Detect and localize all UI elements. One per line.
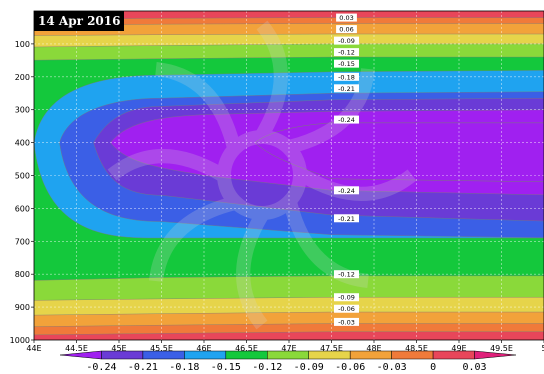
contour-label-bg bbox=[334, 293, 359, 302]
colorbar-swatch bbox=[101, 350, 144, 360]
contour-label-bg bbox=[336, 25, 357, 34]
x-tick-label: 47E bbox=[281, 344, 296, 353]
colorbar-swatch bbox=[142, 350, 185, 360]
contour-label-bg bbox=[334, 214, 359, 223]
x-axis: 44E 44.5E 45E 45.5E 46E 46.5E 47E 47.5E 48E 48.5E… bbox=[26, 340, 544, 353]
contour-label-bg bbox=[334, 72, 359, 81]
watermark-ring bbox=[217, 130, 307, 220]
contour-label-bg bbox=[334, 115, 359, 124]
date-box: 14 Apr 2016 bbox=[34, 11, 124, 31]
colorbar-swatch bbox=[184, 350, 227, 360]
x-tick-label: 46.5E bbox=[235, 344, 258, 353]
watermark-petal bbox=[148, 196, 236, 283]
y-tick-label: 300 bbox=[15, 106, 30, 115]
colorbar-swatch bbox=[474, 350, 517, 360]
contour-line-inner bbox=[254, 122, 544, 183]
watermark-petal bbox=[298, 168, 417, 201]
x-tick-label: 44.5E bbox=[65, 344, 88, 353]
contour-band--0.24 bbox=[110, 109, 544, 196]
colorbar-tick-label: -0.18 bbox=[169, 362, 199, 373]
x-tick-label: 48.5E bbox=[405, 344, 428, 353]
date-label: 14 Apr 2016 bbox=[38, 14, 120, 28]
contour-label: -0.24 bbox=[338, 116, 355, 124]
colorbar-tick-label: -0.15 bbox=[211, 362, 241, 373]
contour-label: -0.03 bbox=[338, 318, 355, 326]
plot-area: 0.03 0.06 -0.09 -0.12 -0.15 -0.18 -0.21 -0.24 -0… bbox=[34, 11, 544, 340]
colorbar-tick-label: -0.21 bbox=[128, 362, 158, 373]
y-tick-label: 700 bbox=[15, 237, 30, 246]
x-tick-label: 49E bbox=[451, 344, 466, 353]
contour-label: -0.12 bbox=[338, 49, 355, 57]
contour-label: -0.21 bbox=[338, 215, 355, 223]
y-tick-label: 900 bbox=[15, 303, 30, 312]
colorbar-tick-label: -0.24 bbox=[86, 362, 116, 373]
x-tick-label: 5 bbox=[541, 344, 544, 353]
y-tick-label: 600 bbox=[15, 204, 30, 213]
contour-label: -0.12 bbox=[338, 271, 355, 279]
x-tick-label: 46E bbox=[196, 344, 211, 353]
y-axis: 100 200 300 400 500 600 700 800 900 1000 bbox=[10, 40, 34, 345]
contour-label: -0.15 bbox=[338, 60, 355, 68]
watermark bbox=[107, 20, 417, 330]
contour-label-bg bbox=[334, 317, 359, 326]
colorbar-swatch bbox=[267, 350, 309, 360]
watermark-petal bbox=[255, 20, 288, 139]
x-tick-label: 49.5E bbox=[490, 344, 513, 353]
contour-label: -0.09 bbox=[338, 37, 355, 45]
y-tick-label: 1000 bbox=[10, 336, 30, 345]
contour-label-bg bbox=[336, 13, 357, 22]
colorbar-swatch bbox=[391, 350, 434, 360]
y-tick-label: 400 bbox=[15, 139, 30, 148]
colorbar: -0.24 -0.21 -0.18 -0.15 -0.12 -0.09 -0.06 -0.03… bbox=[59, 350, 517, 373]
watermark-petal bbox=[154, 61, 241, 149]
colorbar-tick-label: 0.03 bbox=[462, 362, 486, 373]
colorbar-tick-label: -0.12 bbox=[252, 362, 282, 373]
watermark-petal bbox=[107, 149, 226, 182]
colorbar-tick-label: -0.09 bbox=[294, 362, 324, 373]
colorbar-tick-label: 0 bbox=[430, 362, 436, 373]
contour-label: -0.09 bbox=[338, 294, 355, 302]
y-tick-label: 100 bbox=[15, 40, 30, 49]
watermark-petal bbox=[236, 211, 269, 330]
contour-label-bg bbox=[334, 270, 359, 279]
contour-label-bg bbox=[334, 36, 359, 45]
contour-label-bg bbox=[334, 59, 359, 68]
contour-label: -0.06 bbox=[338, 305, 355, 313]
contour-label: 0.03 bbox=[339, 14, 353, 22]
colorbar-swatch bbox=[308, 350, 351, 360]
y-tick-label: 500 bbox=[15, 172, 30, 181]
colorbar-tick-label: -0.03 bbox=[377, 362, 407, 373]
contour-label: -0.24 bbox=[338, 187, 355, 195]
x-tick-label: 47.5E bbox=[320, 344, 343, 353]
x-tick-label: 48E bbox=[366, 344, 381, 353]
contour-label-bg bbox=[334, 48, 359, 57]
y-tick-label: 200 bbox=[15, 73, 30, 82]
colorbar-tick-label: -0.06 bbox=[335, 362, 365, 373]
x-tick-label: 44E bbox=[26, 344, 41, 353]
contour-label: 0.06 bbox=[339, 26, 353, 34]
colorbar-swatch bbox=[349, 350, 392, 360]
y-tick-label: 800 bbox=[15, 270, 30, 279]
contour-label-bg bbox=[334, 186, 359, 195]
contour-label-bg bbox=[334, 84, 359, 93]
date-box-bg bbox=[34, 11, 124, 31]
colorbar-swatch bbox=[225, 350, 268, 360]
watermark-petal bbox=[283, 201, 370, 289]
colorbar-swatch bbox=[432, 350, 475, 360]
contour-label: -0.21 bbox=[338, 85, 355, 93]
contour-label-bg bbox=[334, 304, 359, 313]
x-tick-label: 45E bbox=[111, 344, 126, 353]
contour-label: -0.18 bbox=[338, 73, 355, 81]
x-tick-label: 45.5E bbox=[150, 344, 173, 353]
